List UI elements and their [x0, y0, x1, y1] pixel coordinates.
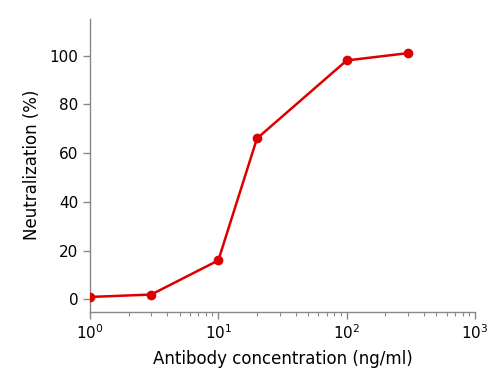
- Y-axis label: Neutralization (%): Neutralization (%): [23, 90, 41, 241]
- X-axis label: Antibody concentration (ng/ml): Antibody concentration (ng/ml): [152, 350, 412, 369]
